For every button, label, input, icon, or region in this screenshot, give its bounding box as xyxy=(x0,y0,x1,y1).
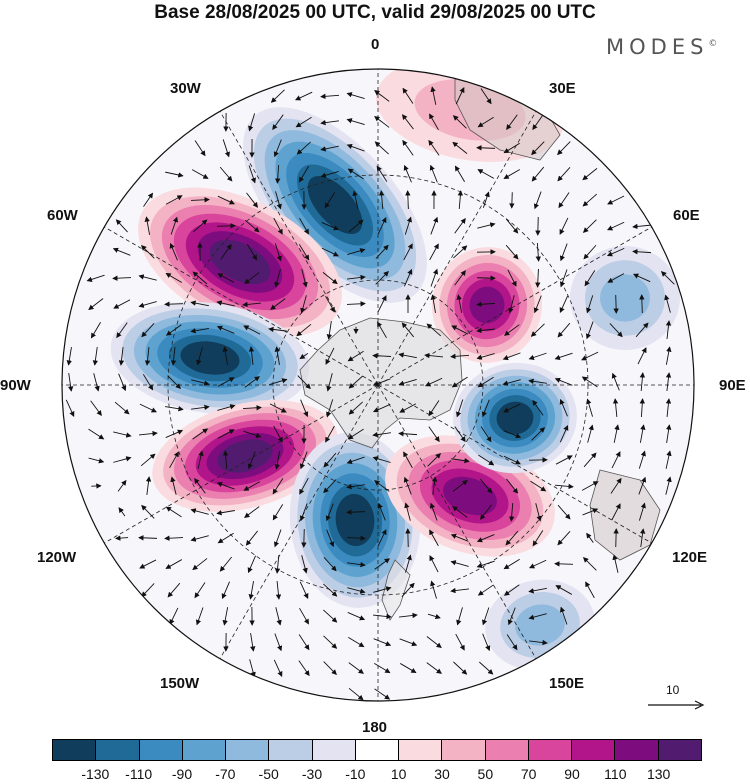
colorbar-cell xyxy=(614,740,657,760)
colorbar-cell xyxy=(658,740,701,760)
colorbar-cell xyxy=(528,740,571,760)
colorbar-tick-label: 10 xyxy=(391,766,407,782)
wind-vector xyxy=(555,564,573,565)
anomaly-neg-60e-weak xyxy=(570,246,680,350)
colorbar-cell xyxy=(485,740,528,760)
colorbar-cell xyxy=(225,740,268,760)
lon-label-120w: 120W xyxy=(37,549,76,566)
reference-vector-arrow xyxy=(647,697,707,713)
lon-label-120e: 120E xyxy=(672,549,707,566)
colorbar-cell xyxy=(268,740,311,760)
lon-label-30w: 30W xyxy=(170,80,201,97)
colorbar-cell xyxy=(182,740,225,760)
contour-level xyxy=(600,274,650,321)
colorbar-cell xyxy=(312,740,355,760)
colorbar-tick-label: 70 xyxy=(521,766,537,782)
colorbar-tick-label: 30 xyxy=(434,766,450,782)
colorbar-tick-label: -10 xyxy=(345,766,365,782)
colorbar-cell xyxy=(53,740,95,760)
colorbar-tick-label: -110 xyxy=(125,766,152,782)
colorbar-cell xyxy=(355,740,398,760)
wind-vector xyxy=(512,192,513,208)
colorbar xyxy=(52,739,702,761)
colorbar-tick-label: 110 xyxy=(604,766,626,782)
colorbar-cell xyxy=(441,740,484,760)
lon-label-90e: 90E xyxy=(719,377,746,394)
colorbar-tick-label: -30 xyxy=(302,766,322,782)
lon-label-180: 180 xyxy=(362,719,387,736)
colorbar-cell xyxy=(139,740,182,760)
wind-vector xyxy=(616,295,617,313)
wind-vector xyxy=(642,295,643,313)
lon-label-0: 0 xyxy=(371,36,379,53)
lon-label-90w: 90W xyxy=(0,377,31,394)
colorbar-tick-label: -90 xyxy=(172,766,192,782)
colorbar-cell xyxy=(398,740,441,760)
lon-label-150e: 150E xyxy=(549,675,584,692)
lon-label-60e: 60E xyxy=(673,207,700,224)
colorbar-tick-label: 130 xyxy=(647,766,670,782)
colorbar-tick-label: -130 xyxy=(81,766,109,782)
colorbar-cell xyxy=(571,740,614,760)
colorbar-ticks: -130 -110 -90 -70 -50 -30 -10 10 30 50 70 90 110 130 xyxy=(0,766,750,784)
colorbar-tick-label: 90 xyxy=(564,766,580,782)
colorbar-tick-label: 50 xyxy=(478,766,494,782)
colorbar-cell xyxy=(95,740,138,760)
reference-vector-label: 10 xyxy=(666,683,679,697)
colorbar-tick-label: -70 xyxy=(215,766,235,782)
lon-label-150w: 150W xyxy=(160,675,199,692)
lon-label-30e: 30E xyxy=(549,80,576,97)
lon-label-60w: 60W xyxy=(47,207,78,224)
wind-vector xyxy=(165,304,183,305)
colorbar-tick-label: -50 xyxy=(259,766,279,782)
